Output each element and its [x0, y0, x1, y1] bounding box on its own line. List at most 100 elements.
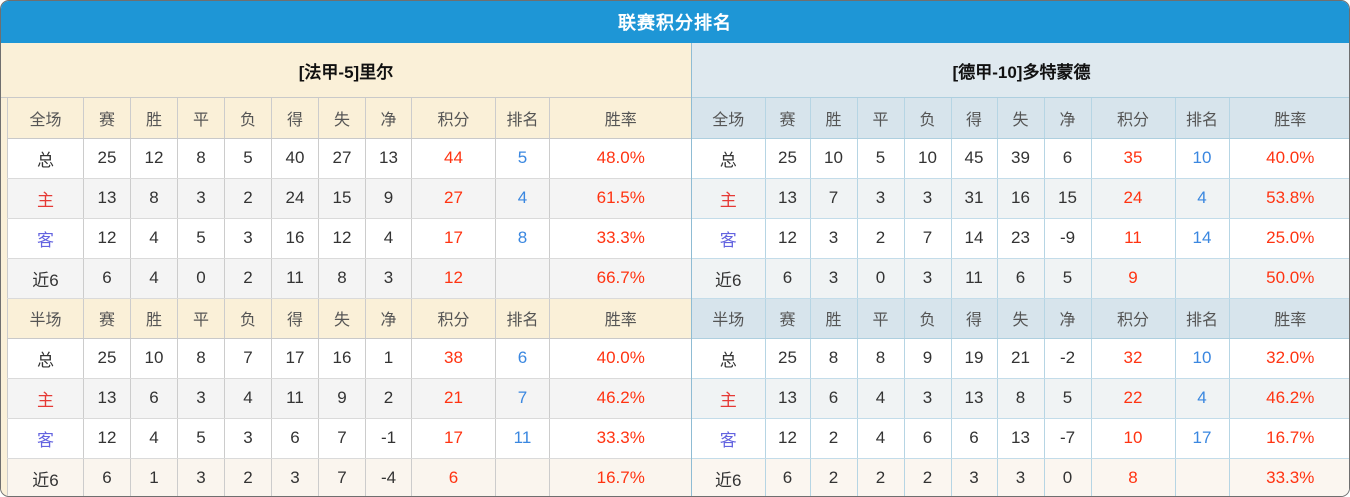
stat-cell: 3 — [903, 378, 951, 419]
column-header: 净 — [365, 98, 412, 139]
stat-cell: 2 — [809, 418, 857, 459]
column-header: 胜 — [809, 297, 857, 339]
stat-cell: 5 — [856, 138, 904, 179]
stat-cell: 0 — [177, 258, 225, 299]
stat-cell: 13 — [83, 178, 131, 219]
column-header: 平 — [177, 98, 225, 139]
stat-cell: 2 — [224, 258, 272, 299]
home-team-name: [法甲-5]里尔 — [1, 43, 691, 98]
stat-cell: 10 — [809, 138, 857, 179]
column-header-row: 半场赛胜平负得失净积分 排名 胜率 — [692, 297, 1349, 339]
winrate-cell: 33.3% — [549, 418, 692, 459]
table-row: 主 13 6 4 3 13 8 5 22 4 46.2% — [692, 378, 1349, 419]
winrate-cell: 32.0% — [1228, 338, 1349, 379]
stat-cell: -1 — [365, 418, 412, 459]
row-label: 主 — [7, 378, 84, 419]
stat-cell: 3 — [271, 458, 319, 496]
rank-cell — [495, 258, 550, 299]
column-header: 排名 — [495, 297, 550, 339]
stat-cell: 6 — [83, 458, 131, 496]
points-cell: 38 — [411, 338, 496, 379]
stat-cell: 3 — [177, 458, 225, 496]
stat-cell: 10 — [903, 138, 951, 179]
column-header: 净 — [1043, 98, 1091, 139]
points-cell: 24 — [1090, 178, 1175, 219]
column-header: 失 — [996, 98, 1044, 139]
column-header: 失 — [996, 297, 1044, 339]
stat-cell: 9 — [903, 338, 951, 379]
points-cell: 17 — [411, 418, 496, 459]
winrate-cell: 16.7% — [1228, 418, 1349, 459]
stat-cell: 8 — [996, 378, 1044, 419]
winrate-cell: 61.5% — [549, 178, 692, 219]
table-row: 总 25 10 8 7 17 16 1 38 6 40.0% — [7, 338, 692, 379]
stat-cell: 25 — [83, 338, 131, 379]
table-row: 客 12 3 2 7 14 23 -9 11 14 25.0% — [692, 218, 1349, 259]
stat-cell: 9 — [365, 178, 412, 219]
stat-cell: 1 — [365, 338, 412, 379]
stat-cell: 4 — [856, 378, 904, 419]
stat-cell: 8 — [318, 258, 366, 299]
rank-cell — [1174, 258, 1229, 299]
winrate-cell: 33.3% — [549, 218, 692, 259]
table-row: 近6 6 2 2 2 3 3 0 8 33.3% — [692, 458, 1349, 496]
column-header: 负 — [224, 297, 272, 339]
home-team-stats-table: 全场赛胜平负得失净积分 排名 胜率总 25 12 8 5 40 27 13 44 5 48.0% 主 13 8… — [7, 98, 692, 496]
rank-cell: 7 — [495, 378, 550, 419]
stat-cell: 3 — [224, 418, 272, 459]
column-header: 负 — [224, 98, 272, 139]
column-header: 负 — [903, 297, 951, 339]
stat-cell: 6 — [764, 258, 810, 299]
stat-cell: 1 — [130, 458, 178, 496]
points-cell: 9 — [1090, 258, 1175, 299]
stat-cell: 8 — [809, 338, 857, 379]
column-header: 胜率 — [1228, 98, 1349, 139]
column-header: 平 — [856, 297, 904, 339]
column-header: 胜 — [809, 98, 857, 139]
row-label: 近6 — [7, 458, 84, 496]
column-header: 排名 — [1174, 98, 1229, 139]
table-row: 主 13 8 3 2 24 15 9 27 4 61.5% — [7, 178, 692, 219]
stat-cell: 19 — [950, 338, 997, 379]
stat-cell: 25 — [764, 338, 810, 379]
table-row: 近6 6 1 3 2 3 7 -4 6 16.7% — [7, 458, 692, 496]
stat-cell: 6 — [1043, 138, 1091, 179]
stat-cell: 2 — [903, 458, 951, 496]
stat-cell: 10 — [130, 338, 178, 379]
rank-cell: 4 — [1174, 378, 1229, 419]
column-header: 胜 — [130, 297, 178, 339]
stat-cell: 4 — [224, 378, 272, 419]
away-team-stats-table: 全场赛胜平负得失净积分 排名 胜率总 25 10 5 10 45 39 6 35 10 40.0% 主 13… — [692, 98, 1349, 496]
stat-cell: 3 — [177, 378, 225, 419]
stat-cell: 3 — [903, 258, 951, 299]
stat-cell: 12 — [83, 418, 131, 459]
winrate-cell: 46.2% — [1228, 378, 1349, 419]
points-cell: 22 — [1090, 378, 1175, 419]
rank-cell: 10 — [1174, 138, 1229, 179]
stat-cell: 21 — [996, 338, 1044, 379]
column-header-row: 全场赛胜平负得失净积分 排名 胜率 — [7, 98, 692, 139]
winrate-cell: 48.0% — [549, 138, 692, 179]
points-cell: 10 — [1090, 418, 1175, 459]
stat-cell: 6 — [271, 418, 319, 459]
stat-cell: -4 — [365, 458, 412, 496]
column-header: 平 — [856, 98, 904, 139]
stat-cell: 2 — [224, 178, 272, 219]
row-label: 近6 — [7, 258, 84, 299]
points-cell: 11 — [1090, 218, 1175, 259]
stat-cell: 3 — [856, 178, 904, 219]
row-label: 近6 — [692, 458, 765, 496]
stat-cell: -7 — [1043, 418, 1091, 459]
table-row: 总 25 8 8 9 19 21 -2 32 10 32.0% — [692, 338, 1349, 379]
stat-cell: 5 — [177, 218, 225, 259]
stat-cell: 4 — [130, 418, 178, 459]
stat-cell: 3 — [996, 458, 1044, 496]
points-cell: 6 — [411, 458, 496, 496]
stat-cell: 14 — [950, 218, 997, 259]
stat-cell: 4 — [130, 218, 178, 259]
column-header: 胜率 — [549, 297, 692, 339]
stat-cell: 16 — [271, 218, 319, 259]
rank-cell: 8 — [495, 218, 550, 259]
stat-cell: 24 — [271, 178, 319, 219]
